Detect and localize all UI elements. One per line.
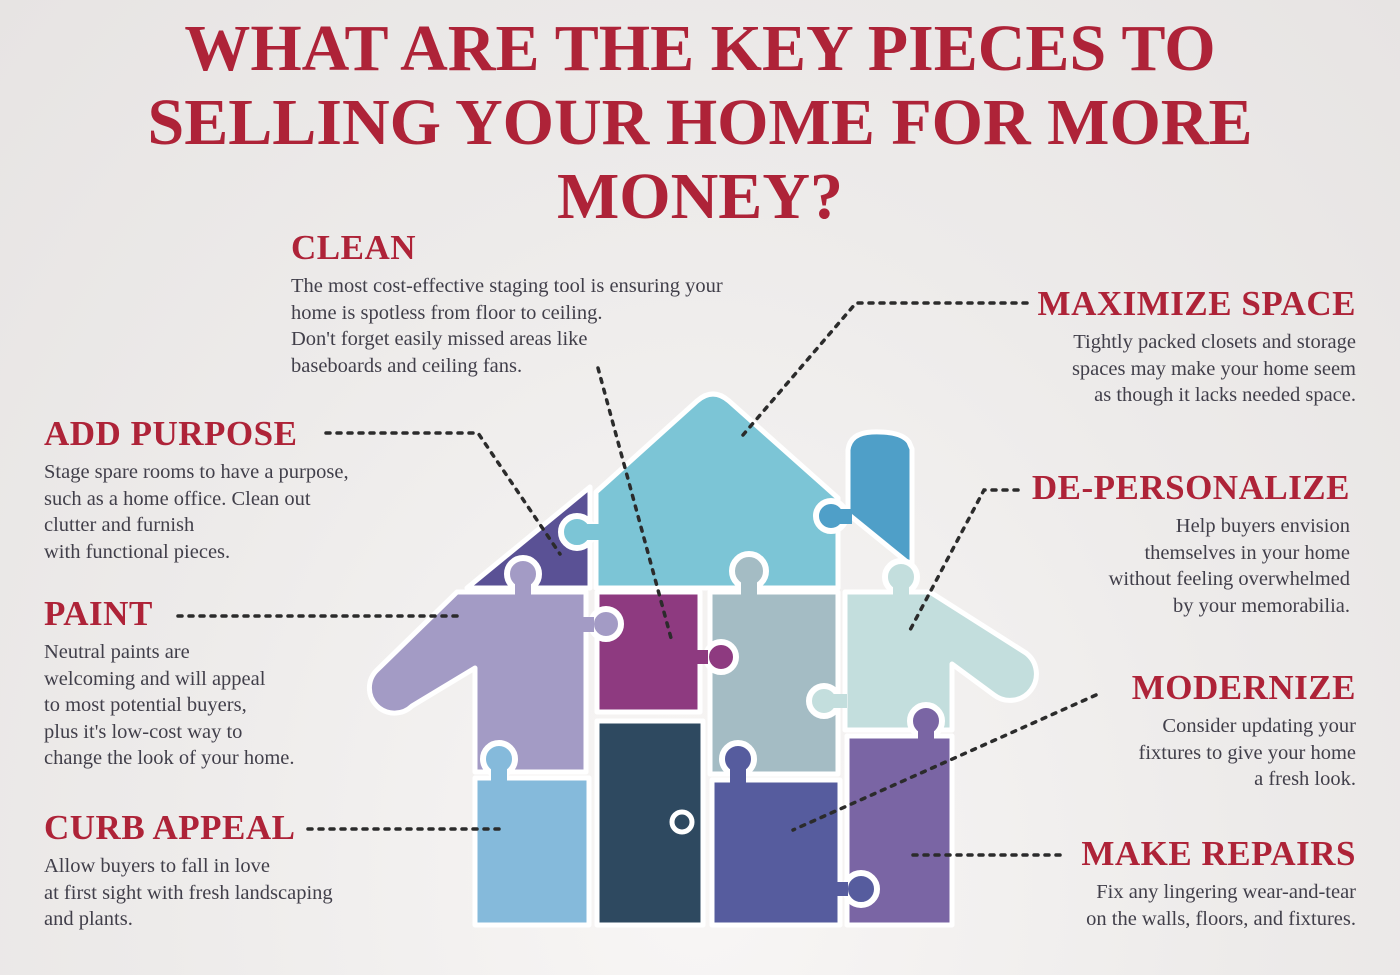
puzzle-knob-gray-into-roof [729,551,769,596]
section-de-personalize: DE-PERSONALIZE Help buyers envision them… [1032,468,1350,619]
puzzle-piece-wall-lavender [366,589,589,775]
puzzle-piece-roof-left-triangle [464,484,593,591]
connector-clean [596,366,673,640]
puzzle-piece-wall-purple [844,733,955,928]
connector-modernize [791,693,1098,832]
puzzle-piece-roof [593,391,841,591]
section-modernize: MODERNIZE Consider updating your fixture… [1132,668,1356,793]
section-maximize-space-body: Tightly packed closets and storage space… [1071,331,1356,406]
puzzle-knob-lavender-into-magenta [580,606,624,642]
section-maximize-space: MAXIMIZE SPACE Tightly packed closets an… [1038,284,1356,409]
puzzle-piece-door [594,718,706,928]
connector-maximize-space [741,301,1029,437]
puzzle-knob-bluepurple-into-gray [719,740,757,783]
puzzle-knob-magenta-into-gray [694,639,739,675]
puzzle-piece-wall-light-teal [842,589,1039,733]
section-make-repairs-heading: MAKE REPAIRS [1081,834,1356,873]
section-de-personalize-heading: DE-PERSONALIZE [1031,468,1350,507]
section-make-repairs-body: Fix any lingering wear-and-tear on the w… [1086,881,1356,930]
section-curb-appeal-body: Allow buyers to fall in love at first si… [44,855,333,930]
puzzle-piece-wall-light-blue [472,775,592,928]
section-modernize-body: Consider updating your fixtures to give … [1138,715,1356,790]
puzzle-piece-wall-gray-blue [707,589,841,777]
puzzle-knob-lightteal-into-chimney [882,558,920,597]
section-add-purpose-body: Stage spare rooms to have a purpose, suc… [44,461,349,563]
section-maximize-space-heading: MAXIMIZE SPACE [1037,284,1356,323]
puzzle-knob-purple-into-lightteal [907,702,945,740]
section-add-purpose: ADD PURPOSE Stage spare rooms to have a … [44,414,349,565]
section-clean-heading: CLEAN [291,228,417,267]
puzzle-knob-roof-into-triangle [558,513,600,551]
door-knob-icon [669,809,695,835]
section-paint: PAINT Neutral paints are welcoming and w… [44,594,294,772]
section-curb-appeal-heading: CURB APPEAL [44,808,296,847]
puzzle-knob-lightteal-into-gray [806,683,847,719]
puzzle-piece-chimney [845,429,915,569]
page-title: WHAT ARE THE KEY PIECES TO SELLING YOUR … [147,12,1253,233]
section-curb-appeal: CURB APPEAL Allow buyers to fall in love… [44,808,333,933]
section-clean: CLEAN The most cost-effective staging to… [291,228,723,379]
section-modernize-heading: MODERNIZE [1131,668,1356,707]
section-clean-body: The most cost-effective staging tool is … [291,275,723,377]
connector-add-purpose [324,431,562,556]
puzzle-piece-wall-magenta [594,589,703,715]
section-make-repairs: MAKE REPAIRS Fix any lingering wear-and-… [1081,834,1356,932]
section-add-purpose-heading: ADD PURPOSE [44,414,298,453]
puzzle-knob-lavender-into-triangle [504,555,542,598]
section-paint-body: Neutral paints are welcoming and will ap… [44,641,295,769]
connector-de-personalize [907,488,1020,634]
section-paint-heading: PAINT [44,594,153,633]
puzzle-piece-wall-blue-purple [709,777,843,928]
puzzle-knob-chimney-into-roof [813,498,852,534]
section-de-personalize-body: Help buyers envision themselves in your … [1108,515,1350,617]
puzzle-knob-lightblue-into-lavender [480,740,518,781]
puzzle-knob-bluepurple-into-purple [832,870,880,908]
